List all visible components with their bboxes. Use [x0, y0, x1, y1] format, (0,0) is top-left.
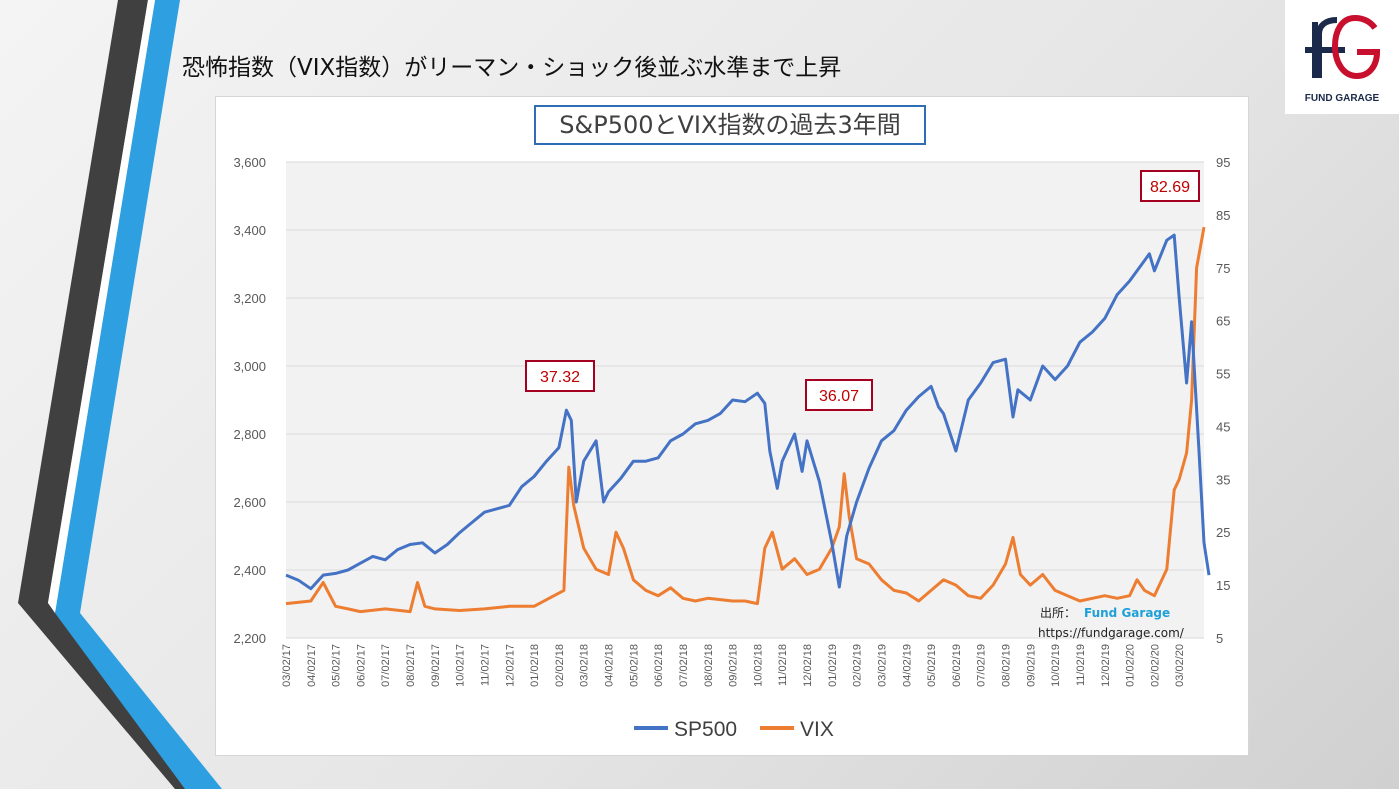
callout-box	[1140, 170, 1200, 202]
y-right-tick-label: 95	[1216, 155, 1230, 170]
x-tick-label: 10/02/18	[752, 644, 764, 687]
y-right-tick-label: 55	[1216, 367, 1230, 382]
legend: SP500 VIX	[634, 718, 834, 741]
x-tick-label: 03/02/18	[579, 644, 591, 687]
x-tick-label: 06/02/17	[355, 644, 367, 687]
x-tick-label: 08/02/17	[405, 644, 417, 687]
x-tick-label: 08/02/18	[703, 644, 715, 687]
y-left-tick-label: 3,400	[233, 223, 266, 238]
series-layer	[285, 226, 1211, 614]
source-note: 出所： Fund Garage https://fundgarage.com/	[1038, 606, 1185, 640]
x-tick-label: 01/02/20	[1125, 644, 1137, 687]
logo-text: FUND GARAGE	[1304, 93, 1380, 104]
callout-box	[805, 379, 873, 411]
y-left-tick-label: 2,600	[233, 495, 266, 510]
y-axis-right: 5 15 25 35 45 55 65 75 85 95	[1216, 155, 1230, 646]
x-tick-label: 09/02/18	[728, 644, 740, 687]
logo-mark-icon	[1305, 14, 1381, 80]
x-tick-label: 07/02/18	[678, 644, 690, 687]
callout-label: 36.07	[819, 388, 859, 405]
x-tick-label: 10/02/19	[1050, 644, 1062, 687]
y-right-tick-label: 85	[1216, 208, 1230, 223]
x-tick-label: 05/02/19	[926, 644, 938, 687]
x-tick-label: 05/02/17	[331, 644, 343, 687]
callout-label: 37.32	[540, 369, 580, 386]
x-tick-label: 02/02/20	[1149, 644, 1161, 687]
callout-box	[525, 360, 595, 392]
y-right-tick-label: 35	[1216, 472, 1230, 487]
y-left-tick-label: 3,000	[233, 359, 266, 374]
y-right-tick-label: 15	[1216, 578, 1230, 593]
x-tick-label: 03/02/19	[876, 644, 888, 687]
x-tick-label: 07/02/17	[380, 644, 392, 687]
legend-label-sp500: SP500	[674, 718, 737, 741]
x-tick-label: 12/02/18	[802, 644, 814, 687]
source-url: https://fundgarage.com/	[1038, 626, 1185, 640]
x-tick-label: 11/02/17	[479, 644, 491, 686]
y-axis-left: 2,200 2,400 2,600 2,800 3,000 3,200 3,400 3,600	[233, 155, 266, 646]
y-right-tick-label: 5	[1216, 631, 1223, 646]
series-line-sp500	[285, 233, 1211, 591]
chart-panel: 2,200 2,400 2,600 2,800 3,000 3,200 3,400 3,600…	[215, 96, 1249, 756]
x-tick-label: 04/02/17	[306, 644, 318, 687]
x-tick-label: 03/02/20	[1174, 644, 1186, 687]
x-tick-label: 10/02/17	[455, 644, 467, 687]
y-left-tick-label: 2,200	[233, 631, 266, 646]
series-line-vix	[285, 226, 1206, 614]
x-tick-label: 12/02/17	[504, 644, 516, 687]
slide-title: 恐怖指数（VIX指数）がリーマン・ショック後並ぶ水準まで上昇	[182, 55, 842, 81]
callout-label: 82.69	[1150, 179, 1190, 196]
x-tick-label: 12/02/19	[1100, 644, 1112, 687]
legend-label-vix: VIX	[800, 718, 834, 741]
y-left-tick-label: 3,200	[233, 291, 266, 306]
chart: 2,200 2,400 2,600 2,800 3,000 3,200 3,400 3,600…	[233, 155, 1230, 741]
x-tick-label: 03/02/17	[281, 644, 293, 687]
x-tick-label: 01/02/19	[827, 644, 839, 687]
gridlines	[286, 161, 1204, 639]
x-tick-label: 09/02/19	[1025, 644, 1037, 687]
x-tick-label: 07/02/19	[976, 644, 988, 687]
y-right-tick-label: 75	[1216, 261, 1230, 276]
fund-garage-logo: FUND GARAGE	[1285, 0, 1399, 114]
y-right-tick-label: 25	[1216, 525, 1230, 540]
x-tick-label: 09/02/17	[430, 644, 442, 687]
source-name: Fund Garage	[1084, 606, 1170, 620]
x-tick-label: 11/02/19	[1075, 644, 1087, 686]
y-left-tick-label: 2,800	[233, 427, 266, 442]
x-tick-label: 02/02/18	[554, 644, 566, 687]
y-right-tick-label: 65	[1216, 314, 1230, 329]
x-tick-label: 06/02/19	[951, 644, 963, 687]
x-tick-label: 02/02/19	[852, 644, 864, 687]
chart-title-box: S&P500とVIX指数の過去3年間	[534, 105, 926, 145]
y-right-tick-label: 45	[1216, 419, 1230, 434]
x-tick-label: 04/02/18	[604, 644, 616, 687]
y-left-tick-label: 2,400	[233, 563, 266, 578]
x-axis: 03/02/17 04/02/17 05/02/17 06/02/17 07/02/17…	[281, 644, 1186, 687]
chart-title: S&P500とVIX指数の過去3年間	[559, 111, 901, 139]
y-left-tick-label: 3,600	[233, 155, 266, 170]
x-tick-label: 04/02/19	[901, 644, 913, 687]
x-tick-label: 05/02/18	[628, 644, 640, 687]
x-tick-label: 01/02/18	[529, 644, 541, 687]
x-tick-label: 11/02/18	[777, 644, 789, 686]
annotations: 37.32 36.07 82.69	[525, 170, 1200, 411]
x-tick-label: 08/02/19	[1001, 644, 1013, 687]
source-label: 出所：	[1040, 606, 1076, 620]
x-tick-label: 06/02/18	[653, 644, 665, 687]
